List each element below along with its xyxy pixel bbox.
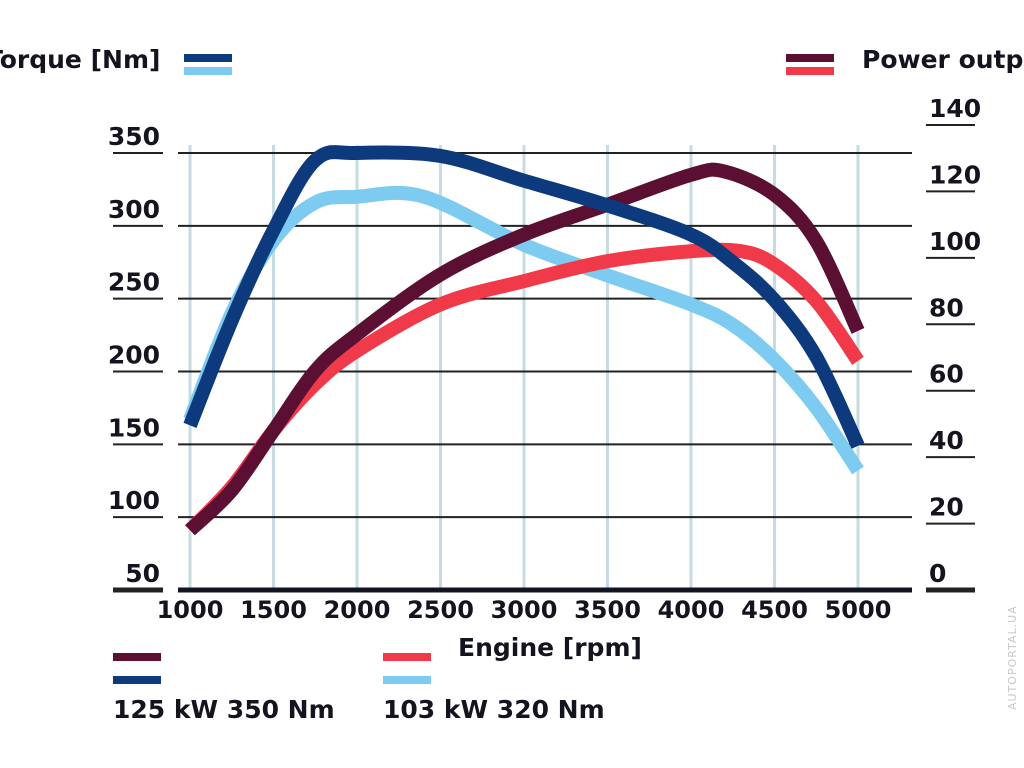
power-line-125kw bbox=[185, 162, 865, 536]
legend: 125 kW 350 Nm 103 kW 320 Nm bbox=[113, 54, 834, 724]
legend-swatch-torque-125kw bbox=[113, 676, 161, 684]
legend-swatch-power-103kw bbox=[786, 67, 834, 75]
right-axis-title: Power output bbox=[862, 45, 1024, 74]
legend-swatch-power-103kw bbox=[383, 653, 431, 661]
x-tick-label: 5000 bbox=[825, 596, 892, 624]
left-axis-title: Torque [Nm] bbox=[0, 45, 160, 74]
right-tick-label: 60 bbox=[929, 360, 964, 389]
left-tick-label: 250 bbox=[108, 268, 160, 297]
legend-swatch-torque-103kw bbox=[383, 676, 431, 684]
x-tick-label: 2000 bbox=[324, 596, 391, 624]
torque-line-125kw bbox=[183, 145, 865, 449]
series-lines bbox=[183, 145, 865, 536]
x-axis-title: Engine [rpm] bbox=[458, 633, 642, 662]
axes: 1000 1500 2000 2500 3000 3500 4000 4500 50005010… bbox=[108, 94, 981, 624]
right-tick-label: 20 bbox=[929, 493, 964, 522]
x-tick-label: 3500 bbox=[574, 596, 641, 624]
x-tick-label: 1500 bbox=[240, 596, 307, 624]
right-tick-label: 40 bbox=[929, 426, 964, 455]
x-tick-label: 3000 bbox=[491, 596, 558, 624]
legend-swatch-power-125kw bbox=[786, 54, 834, 62]
right-tick-label: 0 bbox=[929, 559, 946, 588]
x-tick-label: 4500 bbox=[741, 596, 808, 624]
right-tick-label: 100 bbox=[929, 227, 981, 256]
legend-label-125kw: 125 kW 350 Nm bbox=[113, 695, 335, 724]
legend-label-103kw: 103 kW 320 Nm bbox=[383, 695, 605, 724]
left-tick-label: 200 bbox=[108, 341, 160, 370]
left-tick-label: 350 bbox=[108, 122, 160, 151]
x-tick-label: 2500 bbox=[407, 596, 474, 624]
right-tick-label: 80 bbox=[929, 293, 964, 322]
left-tick-label: 100 bbox=[108, 486, 160, 515]
legend-swatch-torque-125kw bbox=[184, 54, 232, 62]
x-tick-label: 1000 bbox=[157, 596, 224, 624]
x-tick-label: 4000 bbox=[658, 596, 725, 624]
left-tick-label: 300 bbox=[108, 195, 160, 224]
left-tick-label: 150 bbox=[108, 413, 160, 442]
left-tick-label: 50 bbox=[125, 559, 160, 588]
right-tick-label: 120 bbox=[929, 160, 981, 189]
legend-swatch-torque-103kw bbox=[184, 67, 232, 75]
right-tick-label: 140 bbox=[929, 94, 981, 123]
watermark: AUTOPORTAL.UA bbox=[1006, 605, 1019, 710]
legend-swatch-power-125kw bbox=[113, 653, 161, 661]
